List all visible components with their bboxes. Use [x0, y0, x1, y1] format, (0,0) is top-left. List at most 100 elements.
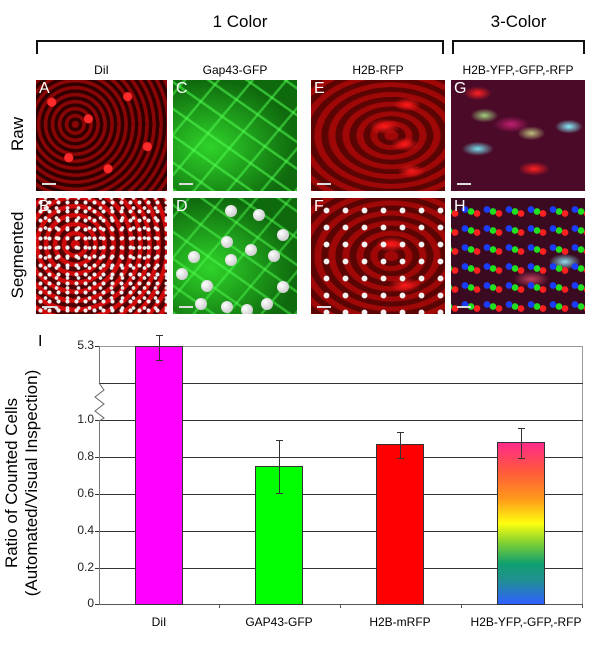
scale-bar — [317, 183, 331, 185]
panel-letter-e: E — [314, 80, 325, 97]
panel-letter-g: G — [454, 80, 467, 97]
panel-letter-f: F — [314, 198, 324, 215]
segmented-cell-sphere — [241, 304, 253, 314]
segmented-cell-sphere — [195, 298, 207, 310]
x-tick — [582, 604, 583, 608]
panel-g-multicolor-raw: G — [451, 80, 585, 191]
y-tick-label-1-0: 1.0 — [77, 412, 94, 426]
row-label-segmented: Segmented — [8, 211, 27, 299]
column-label-gap43-gfp: Gap43-GFP — [202, 63, 268, 77]
y-tick-label-0-6: 0.6 — [77, 486, 94, 500]
y-axis-label-line-2: (Automated/Visual Inspection) — [22, 369, 41, 597]
error-cap-dii-top — [156, 335, 163, 336]
segmented-cell-sphere — [221, 236, 233, 248]
segmented-cell-sphere — [201, 280, 213, 292]
scale-bar — [42, 306, 56, 308]
group-title-1-color: 1 Color — [212, 12, 268, 31]
y-tick — [95, 494, 99, 495]
y-tick-label-0-4: 0.4 — [77, 523, 94, 537]
segmented-cell-sphere — [268, 250, 280, 262]
y-axis-line-lower — [99, 420, 100, 605]
segmented-cell-sphere — [225, 254, 237, 266]
group-title-3-color: 3-Color — [490, 12, 547, 31]
panel-letter-c: C — [176, 80, 188, 97]
bar-dii — [135, 346, 183, 605]
bracket-3-color — [452, 40, 585, 54]
y-tick — [95, 531, 99, 532]
x-label-gap43-gfp: GAP43-GFP — [245, 615, 313, 629]
bar-h2b-multicolor — [497, 442, 545, 605]
panel-e-h2b-rfp-raw: E — [311, 80, 445, 191]
chart-panel-letter: I — [38, 333, 43, 350]
segmented-cell-sphere — [225, 205, 237, 217]
segmented-cell-sphere — [277, 229, 289, 241]
panel-f-h2b-rfp-segmented: F — [311, 198, 445, 314]
error-bar-h2b-multicolor — [521, 428, 522, 458]
x-label-dii: DiI — [151, 615, 167, 629]
segmented-cell-sphere — [245, 244, 257, 256]
bar-h2b-mrfp — [376, 444, 424, 605]
panel-letter-b: B — [39, 198, 50, 215]
panel-a-dii-raw: A — [36, 80, 167, 191]
panel-letter-h: H — [454, 198, 466, 215]
scale-bar — [457, 306, 471, 308]
scale-bar — [457, 183, 471, 185]
column-label-h2b-multicolor: H2B-YFP,-GFP,-RFP — [462, 63, 574, 77]
column-label-h2b-rfp: H2B-RFP — [352, 63, 404, 77]
plot-area-right-border — [582, 346, 583, 604]
y-tick — [95, 568, 99, 569]
x-tick — [461, 604, 462, 608]
gridline-0-2 — [99, 568, 583, 569]
panel-letter-a: A — [39, 80, 50, 97]
segmented-cell-sphere — [253, 209, 265, 221]
gridline-1-0 — [99, 420, 583, 421]
error-cap-gap43-bottom — [276, 493, 283, 494]
y-tick-label-0-2: 0.2 — [77, 560, 94, 574]
error-cap-mrfp-bottom — [397, 458, 404, 459]
gridline-5-3 — [99, 346, 583, 347]
error-bar-gap43-gfp — [279, 440, 280, 493]
error-cap-multicolor-bottom — [518, 458, 525, 459]
x-tick — [340, 604, 341, 608]
x-tick — [219, 604, 220, 608]
panel-letter-d: D — [176, 198, 188, 215]
y-tick-label-5-3: 5.3 — [77, 338, 94, 352]
gridline-0-6 — [99, 494, 583, 495]
bracket-1-color — [36, 40, 444, 54]
panel-d-gap43-segmented: D — [173, 198, 297, 314]
y-tick — [95, 420, 99, 421]
error-cap-dii-bottom — [156, 360, 163, 361]
y-tick — [95, 346, 99, 347]
y-tick-label-0-8: 0.8 — [77, 449, 94, 463]
y-tick-label-0: 0 — [87, 596, 94, 610]
y-tick — [95, 604, 99, 605]
segmented-cell-sphere — [176, 268, 188, 280]
gridline-0-8 — [99, 457, 583, 458]
scale-bar — [179, 306, 193, 308]
segmented-cell-sphere — [261, 298, 273, 310]
segmented-cell-sphere — [221, 301, 233, 313]
error-cap-mrfp-top — [397, 432, 404, 433]
segmented-cell-sphere — [188, 251, 200, 263]
row-label-raw: Raw — [8, 117, 27, 152]
scale-bar — [317, 306, 331, 308]
segmented-cell-sphere — [277, 281, 289, 293]
error-cap-multicolor-top — [518, 428, 525, 429]
y-axis-label-line-1: Ratio of Counted Cells — [2, 397, 21, 569]
gridline-0-4 — [99, 531, 583, 532]
y-axis-line-upper — [99, 346, 100, 383]
gridline-break — [99, 383, 583, 384]
x-label-h2b-mrfp: H2B-mRFP — [369, 615, 431, 629]
scale-bar — [42, 183, 56, 185]
column-label-dii: DiI — [94, 63, 109, 77]
error-bar-h2b-mrfp — [400, 432, 401, 458]
axis-break-zigzag-icon — [94, 382, 105, 422]
scale-bar — [179, 183, 193, 185]
error-bar-dii — [159, 335, 160, 360]
x-axis-line — [99, 604, 583, 605]
panel-b-dii-segmented: B — [36, 198, 167, 314]
error-cap-gap43-top — [276, 440, 283, 441]
y-tick — [95, 457, 99, 458]
x-label-h2b-multicolor: H2B-YFP,-GFP,-RFP — [470, 615, 582, 629]
y-axis-label: Ratio of Counted Cells (Automated/Visual… — [2, 363, 48, 603]
